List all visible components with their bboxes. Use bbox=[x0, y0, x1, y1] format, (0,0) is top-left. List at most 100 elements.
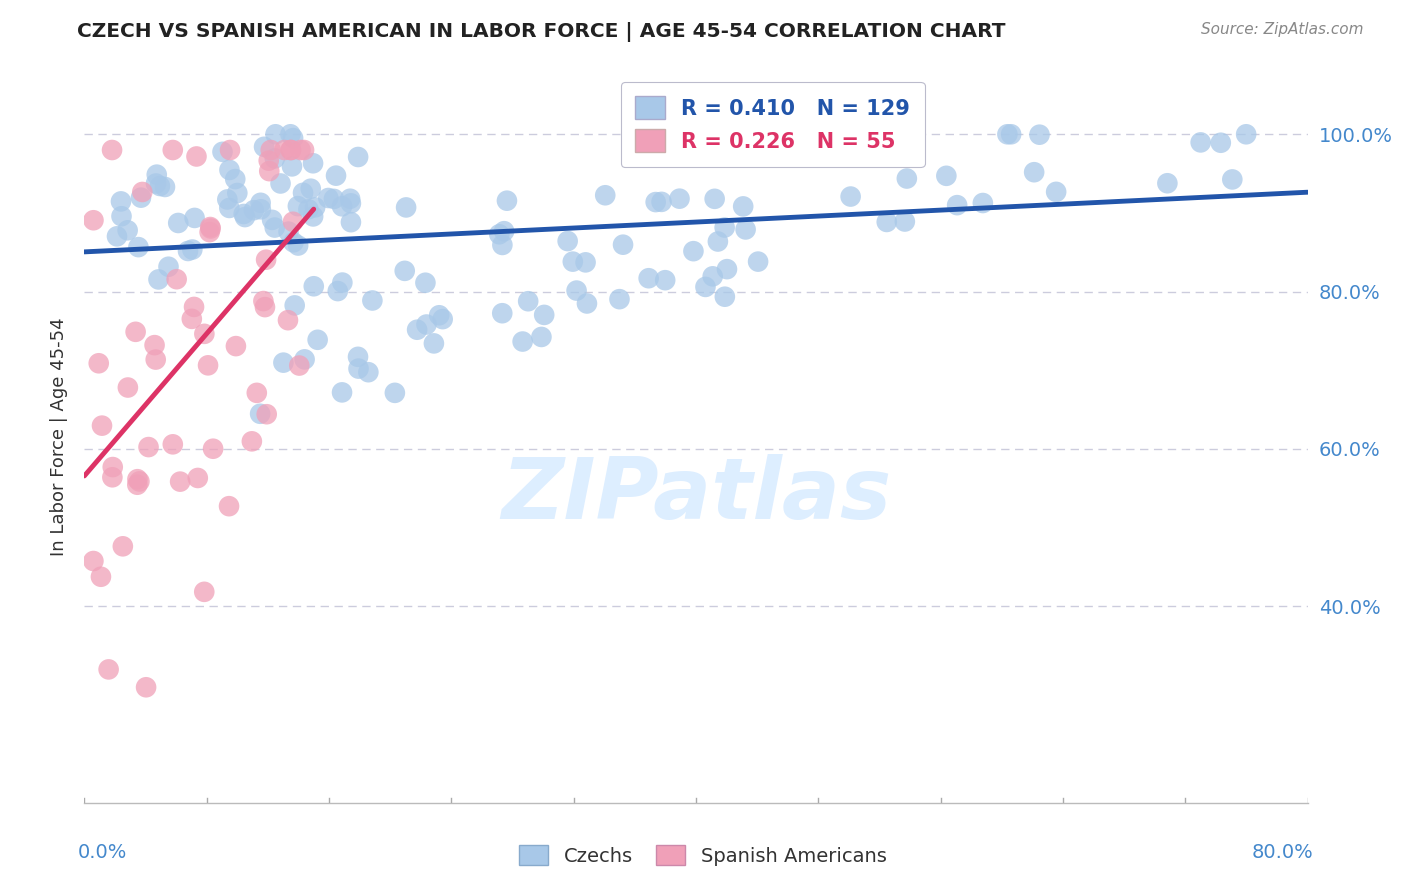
Point bbox=[637, 271, 659, 285]
Point bbox=[512, 334, 534, 349]
Point bbox=[202, 442, 225, 456]
Point bbox=[111, 539, 134, 553]
Point bbox=[287, 199, 309, 213]
Point bbox=[110, 194, 132, 209]
Point bbox=[302, 279, 325, 293]
Point bbox=[87, 356, 110, 370]
Point bbox=[193, 326, 215, 341]
Point bbox=[249, 195, 271, 210]
Point bbox=[339, 192, 361, 206]
Point bbox=[264, 128, 287, 142]
Point bbox=[226, 186, 249, 200]
Point bbox=[124, 325, 146, 339]
Point bbox=[280, 143, 302, 157]
Point bbox=[90, 570, 112, 584]
Text: ZIPatlas: ZIPatlas bbox=[501, 454, 891, 537]
Point bbox=[240, 434, 263, 449]
Point bbox=[1156, 176, 1178, 190]
Point bbox=[110, 209, 132, 223]
Point bbox=[593, 188, 616, 202]
Point bbox=[200, 220, 222, 235]
Point bbox=[101, 460, 124, 475]
Point bbox=[1209, 136, 1232, 150]
Point bbox=[394, 264, 416, 278]
Point bbox=[153, 180, 176, 194]
Point bbox=[249, 407, 271, 421]
Point bbox=[91, 418, 114, 433]
Point bbox=[491, 306, 513, 320]
Point bbox=[935, 169, 957, 183]
Point bbox=[494, 224, 516, 238]
Point bbox=[946, 198, 969, 212]
Point bbox=[200, 221, 222, 235]
Point bbox=[262, 212, 284, 227]
Point bbox=[177, 244, 200, 258]
Point bbox=[183, 300, 205, 314]
Point bbox=[167, 216, 190, 230]
Point bbox=[290, 143, 312, 157]
Point bbox=[260, 143, 283, 157]
Point bbox=[682, 244, 704, 259]
Point bbox=[395, 201, 418, 215]
Point bbox=[1024, 165, 1046, 179]
Point bbox=[292, 186, 315, 200]
Point bbox=[565, 284, 588, 298]
Point bbox=[288, 359, 311, 373]
Point bbox=[734, 222, 756, 236]
Point bbox=[361, 293, 384, 308]
Point bbox=[148, 272, 170, 286]
Point bbox=[273, 143, 295, 157]
Point bbox=[253, 140, 276, 154]
Point bbox=[280, 143, 302, 157]
Point bbox=[254, 252, 277, 267]
Legend: Czechs, Spanish Americans: Czechs, Spanish Americans bbox=[512, 838, 894, 873]
Point bbox=[219, 143, 242, 157]
Point bbox=[263, 220, 285, 235]
Point bbox=[135, 680, 157, 694]
Point bbox=[97, 662, 120, 676]
Point bbox=[256, 407, 278, 421]
Point bbox=[714, 290, 737, 304]
Point bbox=[101, 470, 124, 484]
Point bbox=[162, 437, 184, 451]
Point bbox=[225, 339, 247, 353]
Point bbox=[257, 153, 280, 168]
Point bbox=[488, 227, 510, 242]
Point bbox=[575, 296, 598, 310]
Point bbox=[702, 269, 724, 284]
Point bbox=[246, 385, 269, 400]
Point bbox=[972, 196, 994, 211]
Point bbox=[612, 237, 634, 252]
Point bbox=[530, 330, 553, 344]
Point bbox=[284, 298, 307, 312]
Point bbox=[357, 365, 380, 379]
Point bbox=[330, 385, 353, 400]
Point bbox=[517, 294, 540, 309]
Point bbox=[347, 350, 370, 364]
Legend: R = 0.410   N = 129, R = 0.226   N = 55: R = 0.410 N = 129, R = 0.226 N = 55 bbox=[621, 82, 925, 167]
Point bbox=[654, 273, 676, 287]
Point bbox=[347, 150, 370, 164]
Point bbox=[277, 225, 299, 239]
Point bbox=[294, 352, 316, 367]
Point bbox=[169, 475, 191, 489]
Point bbox=[138, 440, 160, 454]
Point bbox=[186, 149, 208, 163]
Point bbox=[217, 193, 239, 207]
Point bbox=[332, 276, 354, 290]
Point bbox=[1028, 128, 1050, 142]
Point bbox=[340, 215, 363, 229]
Point bbox=[302, 210, 325, 224]
Point bbox=[496, 194, 519, 208]
Point bbox=[609, 292, 631, 306]
Text: 0.0%: 0.0% bbox=[79, 843, 128, 862]
Point bbox=[283, 235, 305, 250]
Point bbox=[145, 177, 167, 191]
Point bbox=[181, 243, 204, 257]
Point bbox=[253, 300, 276, 314]
Point bbox=[1000, 128, 1022, 142]
Point bbox=[818, 144, 841, 158]
Point bbox=[193, 584, 215, 599]
Point bbox=[668, 192, 690, 206]
Point bbox=[297, 202, 319, 217]
